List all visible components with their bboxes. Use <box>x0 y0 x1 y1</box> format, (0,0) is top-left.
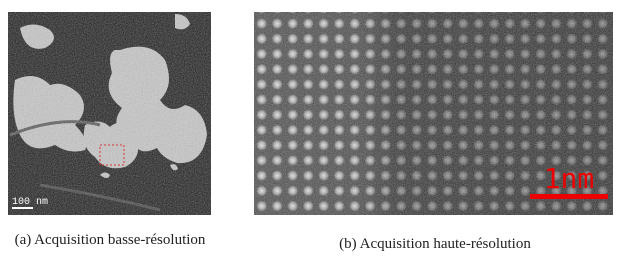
figure-page: 100 nm 1nm (a) Acquisition basse-résolut… <box>0 0 617 280</box>
caption-text: Acquisition basse-résolution <box>34 232 205 248</box>
caption-label: (b) <box>339 236 357 252</box>
image-b: 1nm <box>254 12 613 215</box>
scale-bar-label: 1nm <box>544 162 595 195</box>
caption-a: (a) Acquisition basse-résolution <box>10 228 210 252</box>
figure-images: 100 nm 1nm <box>0 0 617 230</box>
caption-b: (b) Acquisition haute-résolution <box>290 232 580 256</box>
caption-label: (a) <box>15 232 32 248</box>
scale-bar-label: 100 nm <box>12 197 48 208</box>
image-a: 100 nm <box>8 12 211 215</box>
caption-text: Acquisition haute-résolution <box>360 236 531 252</box>
